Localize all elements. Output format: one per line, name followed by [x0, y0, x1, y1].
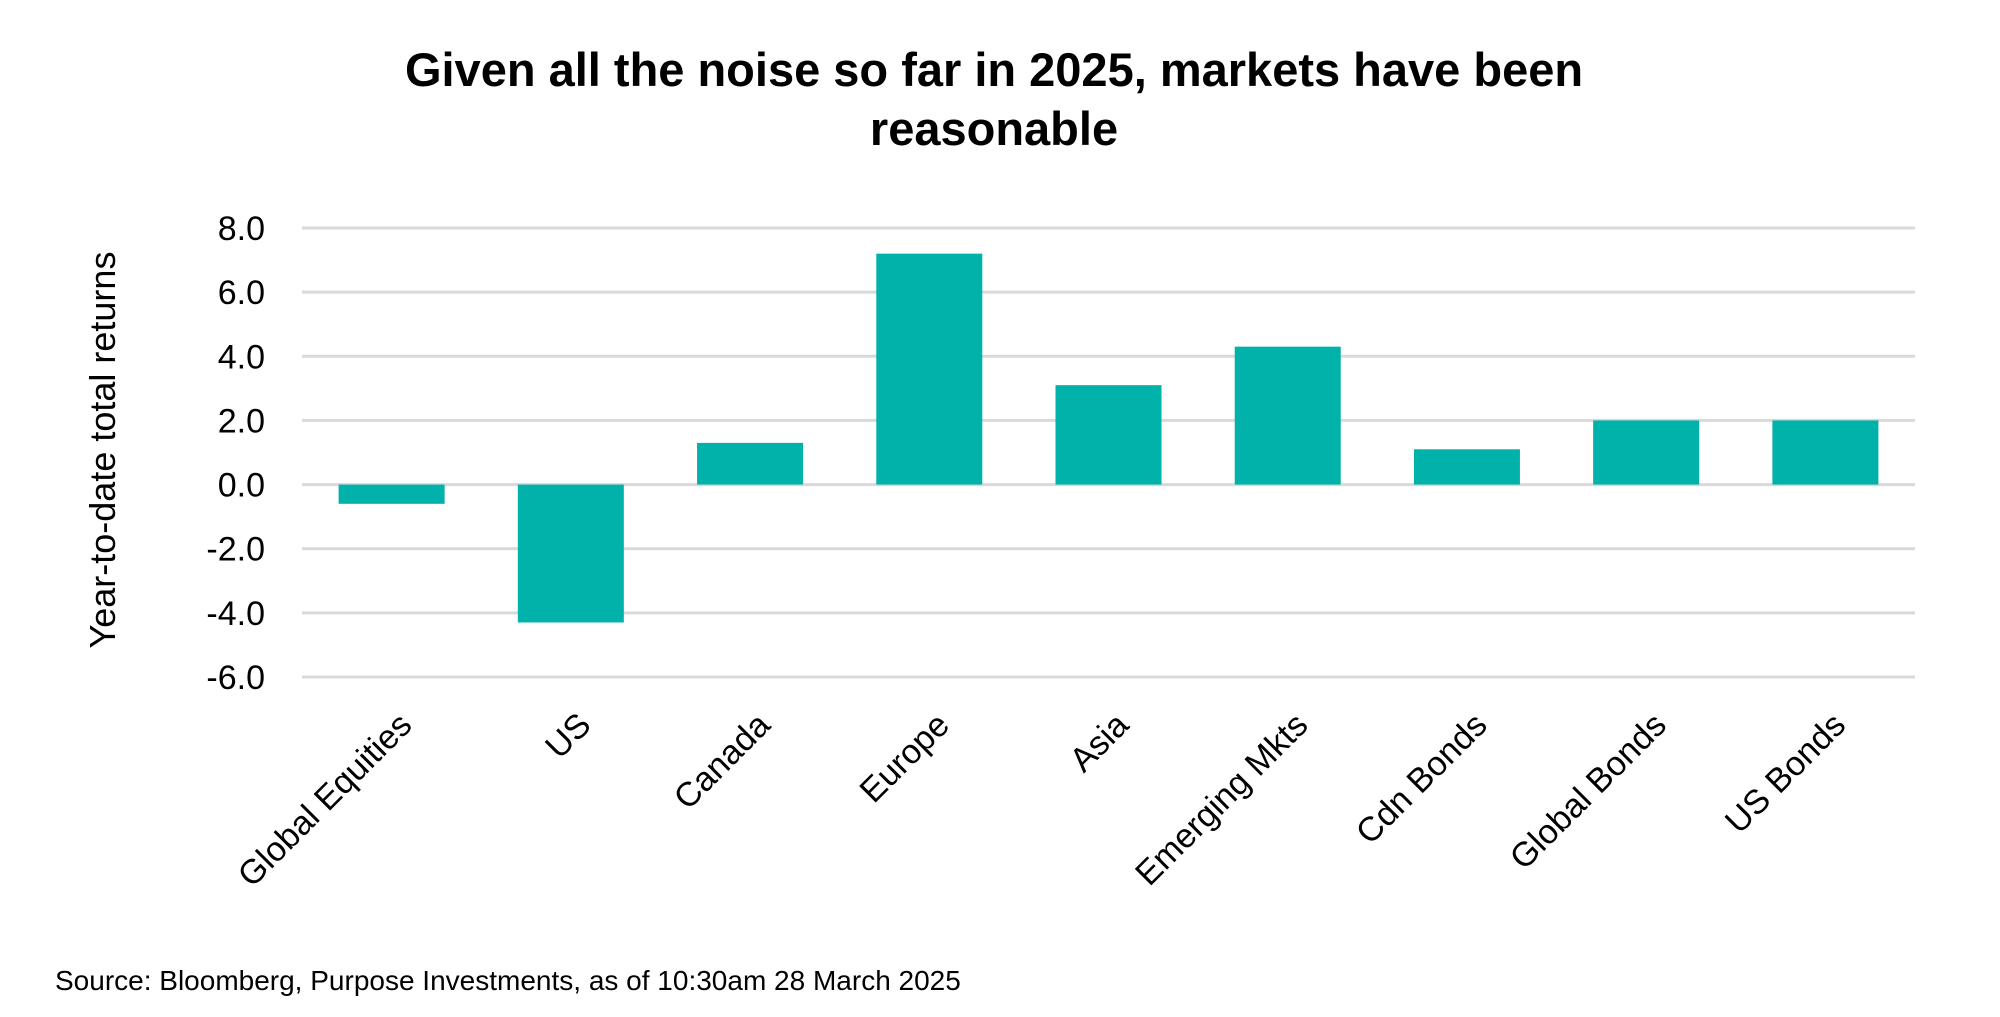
y-tick-label: -2.0: [206, 531, 265, 569]
y-tick-label: -6.0: [206, 659, 265, 697]
chart-title-line-1: Given all the noise so far in 2025, mark…: [405, 43, 1583, 96]
y-tick-label: -4.0: [206, 595, 265, 633]
x-axis-labels: Global Equities US Canada Europe AsiaEmergin…: [231, 706, 1853, 895]
x-tick-label: Cdn Bonds: [1349, 706, 1495, 852]
y-tick-label: 2.0: [218, 402, 265, 440]
bar-cdn-bonds: [1413, 449, 1520, 485]
bar-global-equities: [338, 484, 445, 504]
bars: [338, 253, 1879, 623]
chart-title-line-2: reasonable: [870, 102, 1118, 155]
x-tick-label: Asia: [1063, 706, 1137, 780]
y-tick-label: 6.0: [218, 274, 265, 312]
bar-us-bonds: [1772, 420, 1879, 485]
y-axis-ticks: 8.0 6.0 4.0 2.0 0.0 -2.0 -4.0 -6.0: [206, 210, 265, 697]
bar-emerging-mkts: [1234, 346, 1341, 485]
x-tick-label: Europe: [853, 706, 957, 810]
y-tick-label: 8.0: [218, 210, 265, 248]
x-tick-label: Global Equities: [231, 706, 420, 895]
x-tick-label: Canada: [667, 706, 778, 817]
x-tick-label: Global Bonds: [1503, 706, 1674, 877]
y-axis-label: Year-to-date total returns: [82, 252, 123, 649]
bar-us: [517, 484, 624, 623]
bar-global-bonds: [1593, 420, 1700, 485]
bar-europe: [876, 253, 983, 485]
x-tick-label: Emerging Mkts: [1128, 706, 1315, 893]
x-tick-label: US: [538, 706, 598, 766]
y-tick-label: 0.0: [218, 467, 265, 505]
x-tick-label: US Bonds: [1718, 706, 1853, 841]
bar-asia: [1055, 385, 1162, 485]
source-note: Source: Bloomberg, Purpose Investments, …: [55, 965, 961, 996]
y-tick-label: 4.0: [218, 338, 265, 376]
bar-canada: [697, 442, 804, 485]
